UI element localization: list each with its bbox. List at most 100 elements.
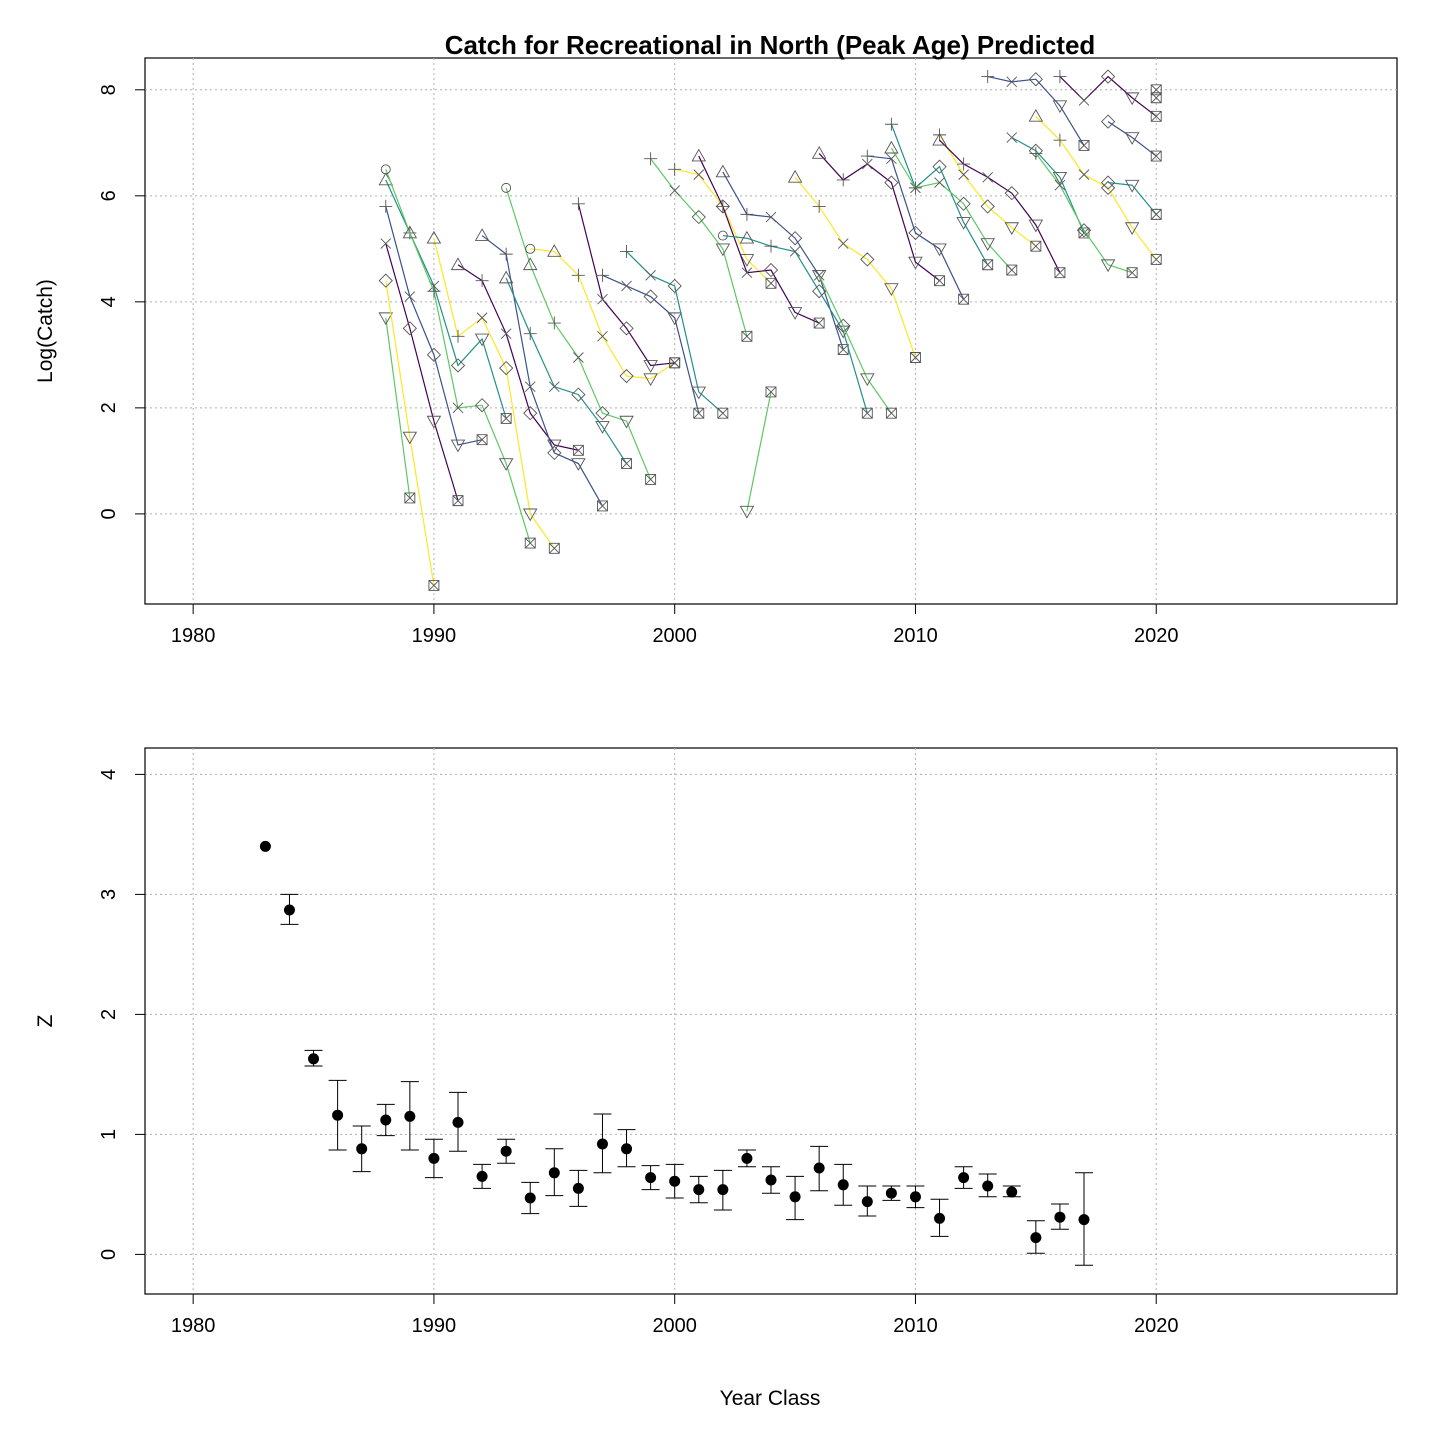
z-x-tick-label: 1980 — [171, 1315, 216, 1337]
catch-cohort-series — [933, 128, 1042, 252]
catch-marker-triangle — [498, 270, 514, 284]
catch-cohort-line — [698, 155, 820, 324]
catch-marker-triangle — [787, 169, 803, 183]
catch-marker-plus — [668, 162, 682, 176]
z-point — [741, 1152, 753, 1164]
z-point — [1078, 1214, 1090, 1226]
catch-cohort-line — [939, 134, 1037, 247]
z-estimate — [1026, 1220, 1045, 1254]
catch-y-tick-label: 2 — [98, 402, 120, 413]
catch-marker-diamond — [667, 278, 682, 294]
chart-title: Catch for Recreational in North (Peak Ag… — [445, 30, 1096, 60]
catch-marker-triangle-down — [1124, 222, 1140, 236]
z-point — [283, 904, 295, 916]
catch-marker-triangle-down — [908, 256, 923, 270]
catch-marker-diamond — [980, 199, 995, 214]
catch-marker-triangle-down — [378, 312, 394, 326]
z-x-tick-label: 2020 — [1134, 1315, 1179, 1337]
catch-marker-diamond — [1100, 175, 1116, 190]
catch-plot-frame — [144, 57, 1398, 605]
catch-cohort-series — [717, 230, 873, 419]
catch-marker-cross — [597, 330, 608, 342]
catch-marker-diamond — [1100, 180, 1116, 196]
catch-marker-triangle-down — [643, 360, 658, 373]
catch-y-tick-label: 8 — [98, 84, 120, 95]
catch-marker-triangle-down — [426, 415, 442, 429]
z-point — [548, 1167, 560, 1179]
catch-cohort-line — [794, 176, 917, 358]
catch-marker-triangle-down — [1052, 171, 1068, 185]
z-estimate — [665, 1163, 684, 1199]
catch-cohort-line — [650, 158, 748, 337]
catch-marker-boxed-x — [1150, 110, 1162, 122]
catch-marker-cross — [982, 171, 994, 183]
catch-marker-triangle-down — [498, 458, 514, 471]
z-estimate — [352, 1125, 371, 1173]
catch-marker-boxed-x — [645, 473, 657, 485]
catch-marker-cross — [380, 238, 392, 249]
catch-cohort-line — [939, 139, 1061, 273]
catch-cohort-series — [715, 164, 849, 356]
z-point — [524, 1192, 536, 1204]
catch-marker-boxed-x — [813, 317, 825, 329]
z-point — [452, 1116, 464, 1128]
catch-cohort-series — [787, 169, 921, 363]
catch-cohort-line — [867, 155, 965, 300]
catch-marker-cross — [500, 328, 512, 339]
catch-marker-boxed-x — [572, 444, 584, 456]
catch-marker-triangle-down — [1124, 92, 1140, 106]
catch-marker-diamond — [932, 159, 947, 174]
z-estimate — [328, 1079, 347, 1151]
z-point — [693, 1184, 705, 1196]
catch-marker-cross — [1078, 169, 1090, 180]
catch-marker-plus — [523, 327, 537, 341]
catch-marker-boxed-x — [500, 413, 512, 424]
catch-marker-triangle — [474, 228, 490, 241]
catch-marker-diamond — [523, 406, 538, 421]
catch-cohort-line — [385, 179, 507, 419]
z-point — [958, 1172, 970, 1184]
catch-cohort-series — [525, 243, 681, 387]
catch-marker-triangle — [378, 172, 394, 186]
catch-marker-triangle-down — [402, 431, 418, 445]
z-y-tick-label: 2 — [98, 1009, 120, 1020]
z-point — [934, 1212, 946, 1224]
z-grid — [145, 748, 1397, 1294]
catch-marker-diamond — [571, 387, 586, 402]
catch-marker-diamond — [643, 289, 658, 304]
catch-x-tick-label: 1990 — [412, 625, 457, 647]
catch-cohort-series — [380, 238, 464, 507]
catch-marker-boxed-x — [476, 434, 488, 446]
catch-cohort-line — [385, 169, 531, 544]
z-point — [596, 1138, 608, 1150]
z-point — [1030, 1232, 1042, 1244]
z-estimate — [473, 1163, 492, 1189]
z-point — [428, 1152, 440, 1164]
catch-cohort-series — [1100, 114, 1162, 162]
catch-y-tick-label: 6 — [98, 190, 120, 201]
catch-marker-triangle-down — [1124, 179, 1140, 193]
catch-marker-plus — [957, 157, 971, 171]
catch-cohort-series — [884, 140, 1018, 276]
catch-y-axis-label: Log(Catch) — [34, 279, 57, 383]
catch-cohort-line — [481, 235, 603, 507]
z-plot-frame — [144, 747, 1398, 1295]
catch-marker-cross — [1006, 76, 1018, 88]
catch-cohort-line — [457, 264, 579, 451]
z-x-tick-label: 2000 — [652, 1315, 697, 1337]
catch-marker-plus — [379, 199, 393, 213]
catch-marker-cross — [693, 169, 705, 180]
catch-cohort-series — [379, 199, 488, 453]
catch-marker-cross — [621, 280, 632, 292]
catch-cohort-series — [813, 270, 897, 419]
catch-marker-diamond — [908, 225, 923, 241]
catch-marker-diamond — [474, 398, 490, 413]
z-estimate — [786, 1175, 805, 1221]
z-estimate — [497, 1138, 516, 1164]
catch-marker-triangle-down — [522, 508, 538, 522]
z-estimate — [882, 1185, 901, 1201]
catch-marker-diamond — [1004, 186, 1019, 201]
z-estimate — [617, 1129, 636, 1168]
catch-marker-circle — [525, 243, 536, 254]
catch-marker-triangle-down — [932, 243, 947, 257]
